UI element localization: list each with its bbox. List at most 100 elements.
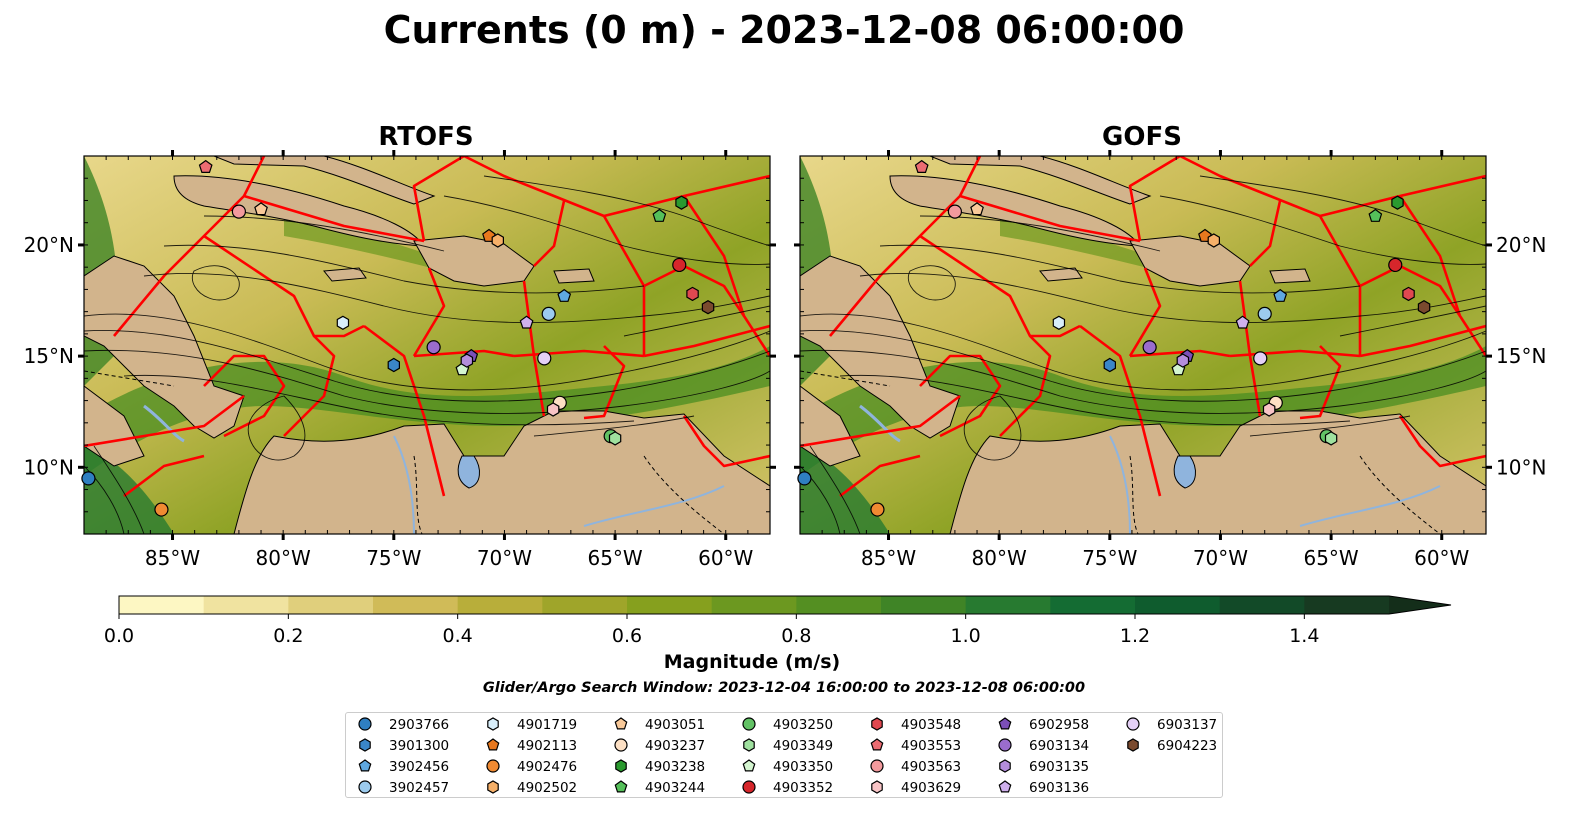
x-tick-label: 70°W bbox=[477, 546, 532, 570]
x-tick-label: 80°W bbox=[972, 546, 1027, 570]
legend-label: 2903766 bbox=[389, 717, 449, 733]
float-marker-3901300-rtofs bbox=[387, 357, 400, 373]
legend-marker-4901719 bbox=[487, 717, 499, 731]
legend-marker-2903766 bbox=[358, 717, 372, 731]
float-marker-4903352-gofs bbox=[1388, 257, 1403, 273]
float-marker-4903238-rtofs bbox=[675, 195, 688, 210]
legend-label: 4903250 bbox=[773, 717, 833, 733]
map-frame-rtofs bbox=[83, 155, 771, 535]
legend-label: 6902958 bbox=[1029, 717, 1089, 733]
float-marker-3902457-rtofs bbox=[541, 306, 556, 321]
legend-marker-6904223 bbox=[1127, 738, 1139, 752]
legend-label: 4903051 bbox=[645, 717, 705, 733]
legend-label: 4903237 bbox=[645, 738, 705, 754]
float-marker-4903051-gofs bbox=[970, 202, 984, 216]
legend-label: 3901300 bbox=[389, 738, 449, 754]
colorbar-segment bbox=[457, 596, 543, 614]
legend-label: 4902476 bbox=[517, 759, 577, 775]
legend-label: 3902456 bbox=[389, 759, 449, 775]
float-markers-rtofs bbox=[81, 159, 715, 517]
colorbar-label: Magnitude (m/s) bbox=[664, 651, 841, 673]
float-marker-3901300-gofs bbox=[1103, 357, 1117, 373]
colorbar-tick-label: 0.4 bbox=[443, 625, 473, 647]
x-tick-label: 65°W bbox=[587, 546, 642, 570]
legend-marker-3902457 bbox=[358, 780, 372, 794]
float-marker-6903136-gofs bbox=[1235, 315, 1250, 329]
legend-label: 4903238 bbox=[645, 759, 705, 775]
legend-marker-4903352 bbox=[742, 780, 756, 794]
figure-title: Currents (0 m) - 2023-12-08 06:00:00 bbox=[384, 8, 1185, 52]
colorbar-segment bbox=[1050, 596, 1136, 614]
legend-label: 4903563 bbox=[901, 759, 961, 775]
legend-label: 4903629 bbox=[901, 780, 961, 796]
legend-marker-4903237 bbox=[614, 738, 628, 752]
x-tick-label: 65°W bbox=[1303, 546, 1358, 570]
x-tick-label: 80°W bbox=[256, 546, 311, 570]
colorbar-tick-label: 0.2 bbox=[273, 625, 303, 647]
float-marker-2903766-gofs bbox=[797, 471, 812, 486]
legend-marker-4903548 bbox=[871, 717, 883, 731]
legend-marker-4903349 bbox=[743, 738, 755, 752]
colorbar-segment bbox=[1219, 596, 1305, 614]
legend-label: 4902502 bbox=[517, 780, 577, 796]
float-marker-4902502-gofs bbox=[1207, 233, 1221, 248]
legend-label: 4903349 bbox=[773, 738, 833, 754]
float-marker-4902476-rtofs bbox=[154, 502, 169, 517]
legend-marker-6903134 bbox=[998, 738, 1012, 752]
float-marker-4901719-rtofs bbox=[336, 315, 350, 330]
colorbar-tick-label: 0.8 bbox=[781, 625, 811, 647]
legend-label: 6904223 bbox=[1157, 738, 1217, 754]
colorbar-segment bbox=[542, 596, 628, 614]
legend-label: 6903136 bbox=[1029, 780, 1089, 796]
map-frame-gofs bbox=[799, 155, 1487, 535]
float-marker-6903134-gofs bbox=[1142, 340, 1157, 355]
y-tick-label: 20°N bbox=[24, 233, 74, 257]
colorbar-segment bbox=[711, 596, 797, 614]
float-marker-4903349-gofs bbox=[1324, 431, 1338, 446]
float-marker-3902456-gofs bbox=[1273, 288, 1288, 302]
legend-entries: 2903766 3901300 3902456 3902457 4901719 49021… bbox=[358, 717, 1217, 796]
legend-marker-4903563 bbox=[870, 759, 884, 773]
legend-marker-4902502 bbox=[487, 780, 499, 794]
colorbar-segment bbox=[627, 596, 713, 614]
colorbar-tick-label: 0.0 bbox=[104, 625, 134, 647]
legend-label: 6903137 bbox=[1157, 717, 1217, 733]
y-tick-label: 10°N bbox=[1496, 455, 1546, 479]
colorbar-segment bbox=[203, 596, 289, 614]
float-marker-4903629-gofs bbox=[1262, 402, 1276, 417]
panel-title-rtofs: RTOFS bbox=[378, 122, 473, 152]
legend-label: 4903352 bbox=[773, 780, 833, 796]
x-tick-label: 85°W bbox=[145, 546, 200, 570]
legend-label: 4903244 bbox=[645, 780, 705, 796]
y-tick-label: 10°N bbox=[24, 455, 74, 479]
legend-marker-4903244 bbox=[614, 780, 628, 793]
legend-marker-4903250 bbox=[742, 717, 756, 731]
colorbar-tick-label: 1.4 bbox=[1289, 625, 1319, 647]
colorbar-segment bbox=[1135, 596, 1221, 614]
legend-marker-6903137 bbox=[1126, 717, 1140, 731]
colorbar: 0.0 0.2 0.4 0.6 0.8 1.0 1.2 1.4 bbox=[104, 595, 1452, 647]
x-tick-label: 60°W bbox=[1414, 546, 1469, 570]
float-marker-6903136-rtofs bbox=[519, 315, 534, 329]
float-marker-3902457-gofs bbox=[1257, 306, 1272, 321]
float-marker-2903766-rtofs bbox=[81, 471, 96, 486]
float-marker-4903548-gofs bbox=[1402, 286, 1415, 302]
colorbar-segment bbox=[373, 596, 459, 614]
panel-rtofs: RTOFS 85°W 80°W 75°W 70°W 65°W 60°W 20°N 15°N 10… bbox=[24, 122, 776, 570]
x-tick-label: 75°W bbox=[366, 546, 421, 570]
legend-label: 4902113 bbox=[517, 738, 577, 754]
float-marker-4903349-rtofs bbox=[608, 431, 622, 446]
colorbar-segment bbox=[796, 596, 882, 614]
legend-marker-4902113 bbox=[486, 738, 500, 751]
legend-marker-6903136 bbox=[998, 780, 1012, 793]
float-marker-4903051-rtofs bbox=[254, 202, 268, 216]
legend-marker-6903135 bbox=[999, 759, 1011, 773]
colorbar-tick-label: 0.6 bbox=[612, 625, 642, 647]
legend-marker-6902958 bbox=[998, 717, 1012, 730]
colorbar-segment bbox=[1304, 596, 1390, 614]
x-tick-label: 85°W bbox=[861, 546, 916, 570]
colorbar-tick-label: 1.2 bbox=[1120, 625, 1150, 647]
y-tick-label: 15°N bbox=[24, 344, 74, 368]
colorbar-tick-label: 1.0 bbox=[951, 625, 981, 647]
